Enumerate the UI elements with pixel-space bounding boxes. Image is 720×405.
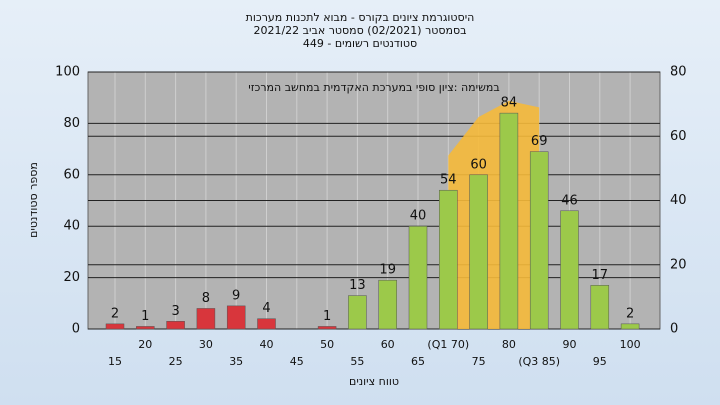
value-label: 54 xyxy=(440,173,457,188)
x-axis-label: טווח ציונים xyxy=(349,375,399,388)
y-tick-label: 20 xyxy=(63,270,80,285)
value-label: 8 xyxy=(202,291,210,306)
bar xyxy=(408,225,428,330)
title-line: בסמסטר (02/2021) סמסטר אביב 2021/22 xyxy=(253,24,466,37)
y-tick-label: 40 xyxy=(63,219,80,234)
value-label: 2 xyxy=(626,306,634,321)
x-tick-label: 55 xyxy=(350,355,364,368)
x-tick-label: 20 xyxy=(138,338,152,351)
bar xyxy=(499,112,519,330)
value-label: 9 xyxy=(232,288,240,303)
y-axis-label: מספר סטודנטים xyxy=(27,162,40,238)
x-tick-label: 95 xyxy=(593,355,607,368)
x-tick-label: 40 xyxy=(260,338,274,351)
x-tick-label: 60 xyxy=(381,338,395,351)
bar xyxy=(560,210,579,330)
value-label: 84 xyxy=(501,96,518,111)
value-label: 69 xyxy=(531,134,548,149)
bar xyxy=(196,308,216,330)
bar xyxy=(136,326,155,330)
x-tick-label: 45 xyxy=(290,355,304,368)
bar xyxy=(378,279,397,330)
y-tick-label: 0 xyxy=(72,322,80,337)
y2-tick-label: 20 xyxy=(670,257,687,272)
x-tick-label: 100 xyxy=(620,338,641,351)
x-tick-label: (Q3 85) xyxy=(518,355,560,368)
value-label: 13 xyxy=(349,278,366,293)
y-tick-label: 100 xyxy=(55,65,80,80)
x-tick-label: 65 xyxy=(411,355,425,368)
title-line: 449 - סטודנטים רשומים xyxy=(303,37,417,50)
y-tick-label: 80 xyxy=(63,116,80,131)
y2-tick-label: 40 xyxy=(670,193,687,208)
bar xyxy=(317,326,337,330)
bar xyxy=(257,318,276,330)
x-tick-label: 25 xyxy=(169,355,183,368)
bar xyxy=(439,189,458,330)
x-tick-label: 15 xyxy=(108,355,122,368)
y2-tick-label: 60 xyxy=(670,129,687,144)
value-label: 1 xyxy=(141,309,149,324)
y-tick-label: 60 xyxy=(63,167,80,182)
value-label: 3 xyxy=(171,304,179,319)
value-label: 4 xyxy=(262,301,270,316)
x-tick-label: 35 xyxy=(229,355,243,368)
bar xyxy=(529,151,549,330)
value-label: 2 xyxy=(111,306,119,321)
value-label: 40 xyxy=(410,209,427,224)
bar xyxy=(226,305,246,330)
bar xyxy=(105,323,125,330)
bar xyxy=(620,323,640,330)
x-tick-label: 50 xyxy=(320,338,334,351)
x-tick-label: 80 xyxy=(502,338,516,351)
bar xyxy=(166,321,185,330)
x-tick-label: (Q1 70) xyxy=(427,338,469,351)
bar xyxy=(590,285,610,330)
x-tick-label: 75 xyxy=(472,355,486,368)
title-line: היסטוגרמת ציונים בקורס - מבוא לתכנות מער… xyxy=(246,11,475,24)
value-label: 1 xyxy=(323,309,331,324)
bar xyxy=(469,174,488,330)
y2-tick-label: 0 xyxy=(670,322,678,337)
x-tick-label: 90 xyxy=(563,338,577,351)
y2-tick-label: 80 xyxy=(670,65,687,80)
value-label: 19 xyxy=(379,263,396,278)
value-label: 17 xyxy=(592,268,609,283)
x-tick-label: 30 xyxy=(199,338,213,351)
bar xyxy=(348,295,367,330)
annotation: במשימה :ציון סופי במערכת האקדמית במחשב ה… xyxy=(248,81,499,94)
value-label: 60 xyxy=(470,157,487,172)
value-label: 46 xyxy=(561,193,578,208)
